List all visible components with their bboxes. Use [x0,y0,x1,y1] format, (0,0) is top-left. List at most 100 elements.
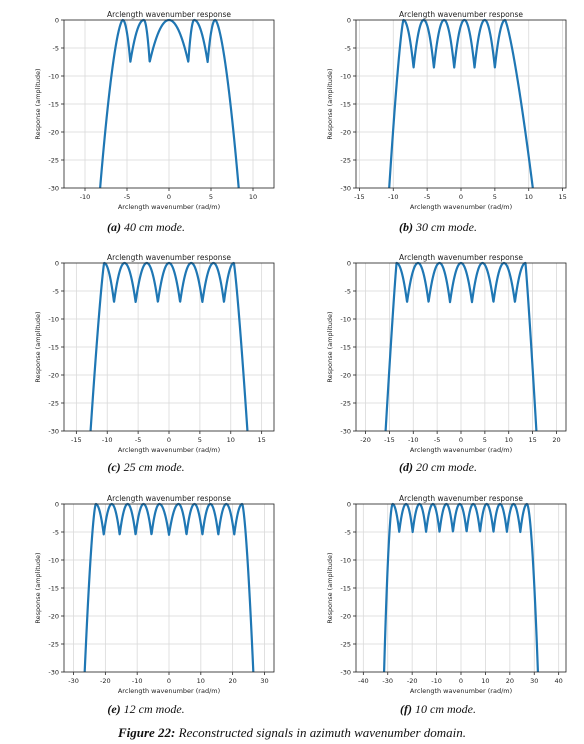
y-tick-label: -25 [340,156,351,164]
y-axis-label: Response (amplitude) [34,311,42,382]
y-tick-label: -30 [48,427,59,435]
y-tick-label: 0 [55,259,59,267]
figure-caption: Figure 22: Reconstructed signals in azim… [0,725,584,741]
y-tick-label: -20 [48,128,59,136]
y-tick-label: 0 [347,16,351,24]
series-line [83,502,255,673]
x-tick-label: -20 [407,677,418,685]
x-tick-label: -10 [388,193,399,201]
x-axis-label: Arclength wavenumber (rad/m) [118,687,220,695]
chart-panel: -15 -10 -5 0 5 10 15 0 -5 -10 -15 -20 -25 -30 Arclengt… [292,0,584,240]
y-tick-label: -25 [48,640,59,648]
y-tick-label: -30 [340,184,351,192]
x-tick-label: -15 [354,193,365,201]
subfigure-caption: (e) 12 cm mode. [0,702,292,717]
y-tick-label: -10 [48,556,59,564]
y-tick-label: -25 [340,399,351,407]
x-tick-label: 0 [459,436,463,444]
y-tick-label: -30 [340,427,351,435]
subfigure-caption: (f) 10 cm mode. [292,702,584,717]
chart-panel: -15 -10 -5 0 5 10 15 0 -5 -10 -15 -20 -25 -30 Arclengt… [0,243,292,483]
x-axis-label: Arclength wavenumber (rad/m) [410,203,512,211]
y-tick-label: -25 [340,640,351,648]
subfigure-caption-text: 12 cm mode. [123,702,185,716]
y-tick-label: -10 [340,556,351,564]
x-tick-label: -10 [132,677,143,685]
chart-panel: -20 -15 -10 -5 0 5 10 15 20 0 -5 -10 -15 -20 -25 -30 Arc… [292,243,584,483]
chart-title: Arclength wavenumber response [399,253,523,262]
x-tick-label: -10 [408,436,419,444]
x-tick-label: -15 [384,436,395,444]
y-tick-label: -5 [345,528,351,536]
chart-svg: -30 -20 -10 0 10 20 30 0 -5 -10 -15 -20 -25 -30 Arclen… [34,494,275,695]
y-tick-label: -10 [340,315,351,323]
y-tick-label: -15 [48,343,59,351]
x-tick-label: -10 [102,436,113,444]
y-axis-label: Response (amplitude) [326,552,334,623]
subfigure-label: (f) [400,702,415,716]
x-tick-label: 15 [528,436,536,444]
chart-title: Arclength wavenumber response [107,253,231,262]
y-tick-label: -25 [48,399,59,407]
x-tick-label: -5 [135,436,141,444]
plot-frame [355,503,567,673]
y-axis-label: Response (amplitude) [34,552,42,623]
y-tick-label: -15 [340,100,351,108]
y-tick-label: -20 [340,371,351,379]
x-tick-label: 30 [530,677,538,685]
x-axis-label: Arclength wavenumber (rad/m) [118,203,220,211]
y-tick-label: -5 [53,44,59,52]
y-axis-label: Response (amplitude) [326,68,334,139]
plot-frame [63,19,275,189]
x-tick-label: 10 [505,436,513,444]
chart-panel: -30 -20 -10 0 10 20 30 0 -5 -10 -15 -20 -25 -30 Arclen… [0,484,292,724]
subfigure-label: (a) [107,220,124,234]
subfigure-caption: (c) 25 cm mode. [0,460,292,475]
x-tick-label: -30 [68,677,79,685]
y-tick-label: -10 [340,72,351,80]
chart-panel: -10 -5 0 5 10 0 -5 -10 -15 -20 -25 -30 Arclength wav… [0,0,292,240]
x-tick-label: -30 [382,677,393,685]
x-tick-label: -10 [80,193,91,201]
y-tick-label: -30 [48,668,59,676]
x-tick-label: 15 [558,193,566,201]
chart-title: Arclength wavenumber response [399,494,523,503]
subfigure-label: (b) [399,220,416,234]
x-tick-label: 10 [249,193,257,201]
chart-svg: -15 -10 -5 0 5 10 15 0 -5 -10 -15 -20 -25 -30 Arclengt… [34,253,275,454]
x-tick-label: 5 [483,436,487,444]
x-tick-label: -15 [71,436,82,444]
subfigure-caption-text: 20 cm mode. [416,460,477,474]
plot-frame [63,262,275,432]
x-tick-label: -40 [358,677,369,685]
x-tick-label: 20 [506,677,514,685]
y-tick-label: -20 [48,612,59,620]
y-tick-label: -25 [48,156,59,164]
x-tick-label: 0 [167,193,171,201]
x-tick-label: 10 [227,436,235,444]
y-tick-label: -30 [340,668,351,676]
y-tick-label: -10 [48,315,59,323]
y-tick-label: -20 [48,371,59,379]
x-tick-label: -5 [124,193,130,201]
x-tick-label: 20 [228,677,236,685]
x-axis-label: Arclength wavenumber (rad/m) [118,446,220,454]
y-tick-label: -15 [340,343,351,351]
y-tick-label: -20 [340,612,351,620]
y-tick-label: -20 [340,128,351,136]
x-tick-label: -5 [434,436,440,444]
x-tick-label: -20 [360,436,371,444]
chart-svg: -40 -30 -20 -10 0 10 20 30 40 0 -5 -10 -15 -20 -25 -30 A… [326,494,567,695]
subfigure-caption-text: 40 cm mode. [124,220,185,234]
x-tick-label: 10 [197,677,205,685]
subfigure-caption: (a) 40 cm mode. [0,220,292,235]
chart-svg: -20 -15 -10 -5 0 5 10 15 20 0 -5 -10 -15 -20 -25 -30 Arc… [326,253,567,454]
x-tick-label: 5 [209,193,213,201]
subfigure-label: (c) [107,460,124,474]
figure-caption-text: Reconstructed signals in azimuth wavenum… [178,725,467,740]
subfigure-label: (d) [399,460,416,474]
x-tick-label: 0 [459,677,463,685]
subfigure-caption-text: 10 cm mode. [415,702,476,716]
subfigure-caption: (b) 30 cm mode. [292,220,584,235]
y-tick-label: -5 [53,287,59,295]
